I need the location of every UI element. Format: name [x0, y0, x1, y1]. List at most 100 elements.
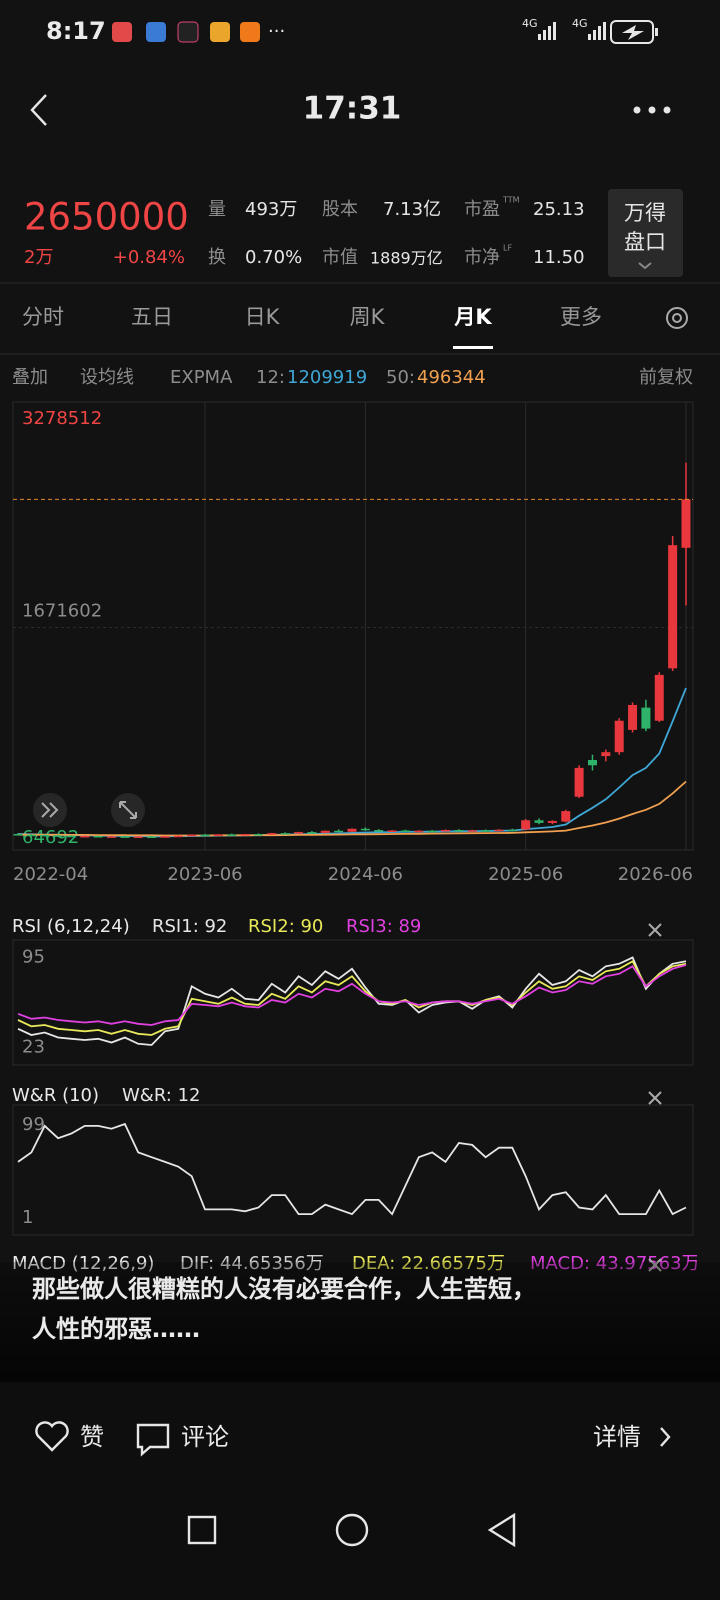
candle-body — [160, 836, 170, 838]
candle-body — [294, 832, 304, 834]
candle-body — [360, 828, 370, 831]
comment-icon[interactable] — [136, 1423, 170, 1457]
x-tick-label: 2026-06 — [618, 864, 693, 885]
candle-body — [66, 835, 76, 838]
details-button[interactable]: 详情 — [593, 1423, 641, 1451]
candle-body — [547, 820, 557, 823]
network-1: 4G — [522, 17, 538, 30]
signal-icons — [538, 22, 606, 40]
y-tick-label: 23 — [22, 1037, 45, 1058]
candle-body — [107, 836, 117, 838]
candle-body — [587, 760, 597, 766]
tab[interactable]: 日K — [245, 305, 281, 329]
expand-buttons[interactable] — [33, 793, 145, 827]
tabs: 分时 五日 日K 周K 月K 更多 — [22, 305, 602, 349]
details-chevron[interactable] — [660, 1427, 671, 1447]
legend-entry: RSI1: 92 — [152, 916, 227, 937]
change-pct: +0.84% — [113, 247, 185, 268]
label-sup: LF — [503, 244, 512, 253]
value: 11.50 — [533, 247, 585, 268]
candle-body — [280, 833, 290, 835]
legend-entry: RSI3: 89 — [346, 916, 421, 937]
back-button[interactable] — [30, 94, 47, 126]
nav-recent[interactable] — [187, 1515, 217, 1545]
tab[interactable]: 五日 — [131, 305, 173, 329]
nav-home[interactable] — [335, 1513, 369, 1547]
candle-body — [80, 835, 90, 838]
comment-button[interactable]: 评论 — [181, 1423, 229, 1451]
candle-body — [374, 830, 384, 832]
candle-body — [441, 829, 451, 832]
candle-body — [120, 836, 130, 838]
wr-panel — [12, 1104, 694, 1236]
value: 1889万亿 — [370, 249, 443, 268]
charts: 2022-04 2023-06 2024-06 2025-06 2026-06 32785… — [12, 402, 697, 1274]
close-icons[interactable] — [648, 923, 662, 1272]
tab[interactable]: 月K — [453, 305, 492, 329]
candle-body — [494, 829, 504, 832]
overlay-button[interactable]: 叠加 — [12, 367, 48, 388]
adjust-button[interactable]: 前复权 — [639, 367, 693, 388]
network-2: 4G — [572, 17, 588, 30]
candle-body — [133, 836, 143, 839]
tab[interactable]: 周K — [350, 305, 386, 329]
caption-line: 那些做人很糟糕的人沒有必要合作，人生苦短， — [32, 1275, 536, 1303]
x-tick-label: 2023-06 — [167, 864, 242, 885]
candle-body — [614, 720, 624, 753]
candle-body — [267, 833, 277, 835]
label: 市净 — [464, 247, 500, 268]
candle-body — [347, 828, 357, 832]
label: 换 — [208, 247, 226, 268]
y-tick-label: 64692 — [22, 827, 79, 848]
candle-body — [628, 704, 638, 730]
label-sup: TTM — [502, 196, 520, 205]
header-time: 17:31 — [303, 91, 402, 127]
candle-body — [387, 830, 397, 832]
status-time: 8:17 — [46, 17, 106, 45]
y-tick-label: 95 — [22, 947, 45, 968]
candle-body — [427, 830, 437, 833]
status-icons — [112, 21, 260, 43]
x-tick-label: 2025-06 — [488, 864, 563, 885]
tab[interactable]: 分时 — [22, 305, 64, 329]
candle-body — [641, 707, 651, 729]
candle-body — [13, 834, 23, 836]
legend-entry: W&R: 12 — [122, 1085, 200, 1106]
candle-body — [227, 834, 237, 836]
y-tick-label: 1671602 — [22, 601, 102, 622]
ema-label: 50: — [386, 367, 415, 388]
nav-back[interactable] — [487, 1512, 516, 1548]
candle-body — [681, 499, 691, 548]
candle-body — [574, 767, 584, 797]
legend-entry: RSI2: 90 — [248, 916, 323, 937]
candle-body — [414, 830, 424, 833]
candle-body — [654, 674, 664, 721]
settings-button[interactable] — [666, 307, 688, 329]
indicator-title: W&R (10) — [12, 1085, 99, 1106]
price: 2650000 — [24, 196, 189, 239]
like-icon[interactable] — [35, 1421, 69, 1452]
like-button[interactable]: 赞 — [80, 1423, 104, 1451]
candle-body — [187, 834, 197, 837]
footer — [0, 1382, 720, 1600]
menu-button[interactable] — [633, 106, 671, 114]
candle-body — [400, 830, 410, 832]
candle-body — [253, 834, 263, 836]
wind-button[interactable]: 万得 盘口 — [608, 189, 683, 277]
candle-body — [173, 835, 183, 838]
value: 25.13 — [533, 199, 585, 220]
rsi-panel — [12, 939, 694, 1066]
ma-button[interactable]: 设均线 — [80, 367, 134, 388]
candle-body — [668, 545, 678, 669]
caption-overlay — [0, 1262, 720, 1382]
candle-body — [307, 832, 317, 834]
indicator-name: EXPMA — [170, 367, 233, 388]
candle-body — [467, 830, 477, 832]
tab[interactable]: 更多 — [560, 305, 602, 329]
button-text: 盘口 — [624, 230, 666, 254]
candle-body — [507, 829, 517, 832]
candle-body — [320, 830, 330, 833]
candle-body — [93, 835, 103, 838]
series-line — [17, 964, 687, 1026]
series-line — [17, 956, 687, 1046]
